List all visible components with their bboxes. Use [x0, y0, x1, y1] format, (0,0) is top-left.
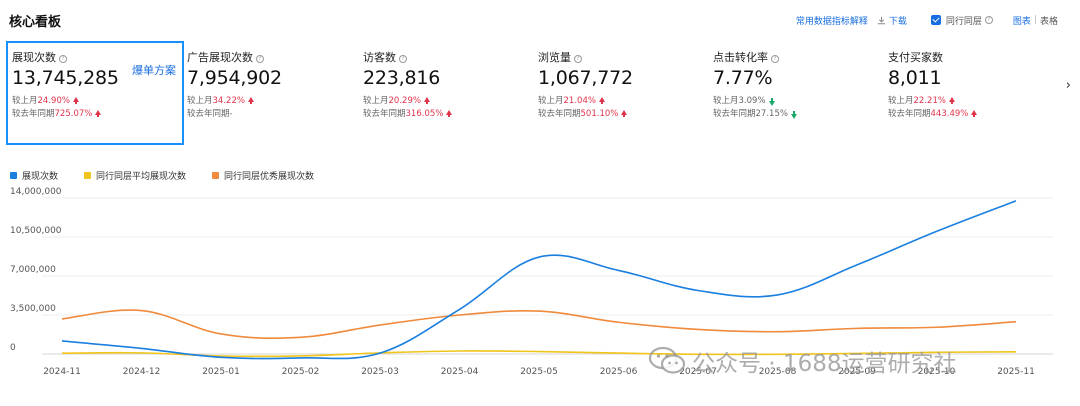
- kpi-value: 7,954,902: [187, 67, 282, 89]
- peer-toggle-label: 同行同层: [945, 16, 982, 27]
- help-icon[interactable]: ?: [984, 16, 993, 24]
- peer-checkbox[interactable]: [930, 15, 941, 25]
- view-table-tab[interactable]: 表格: [1039, 16, 1058, 27]
- boost-plan-link[interactable]: 爆单方案: [132, 64, 176, 77]
- kpi-yoy: 较去年同期316.05%: [363, 107, 529, 119]
- arrow-up-icon: [95, 110, 102, 117]
- trend-line-chart: 0 3,500,000 7,000,000 10,500,000 14,000,000 2…: [10, 187, 1053, 377]
- view-separator: |: [1033, 15, 1037, 25]
- kpi-card-pageviews[interactable]: 浏览量? 1,067,772 较上月21.04% 较去年同期501.10%: [532, 41, 704, 145]
- dashboard-header: 核心看板 常用数据指标解释 下载 同行同层 ? 图表 | 表格: [0, 0, 1080, 38]
- download-icon: [877, 16, 885, 24]
- kpi-label: 展现次数?: [12, 49, 182, 64]
- peer-toggle[interactable]: 同行同层 ?: [930, 14, 993, 27]
- x-tick-label: 2025-09: [838, 367, 876, 377]
- x-tick-label: 2025-11: [997, 367, 1035, 377]
- kpi-label: 点击转化率?: [713, 49, 879, 64]
- help-icon[interactable]: ?: [59, 55, 67, 63]
- series-line: [61, 309, 1017, 340]
- kpi-card-click-conversion[interactable]: 点击转化率? 7.77% 较上月3.09% 较去年同期27.15%: [707, 41, 879, 145]
- chart-legend: 展现次数 同行同层平均展现次数 同行同层优秀展现次数: [10, 169, 340, 182]
- kpi-label: 广告展现次数?: [187, 49, 353, 64]
- kpi-row: 展现次数? 13,745,285 较上月24.90% 较去年同期725.07% …: [0, 38, 1080, 146]
- kpi-label: 支付买家数: [888, 51, 943, 64]
- kpi-value: 8,011: [888, 67, 942, 89]
- legend-item[interactable]: 同行同层平均展现次数: [84, 169, 186, 182]
- y-tick-label: 3,500,000: [10, 304, 56, 314]
- x-tick-label: 2024-11: [43, 367, 81, 377]
- series-line: [61, 200, 1017, 360]
- kpi-mom: 较上月20.29%: [363, 94, 529, 106]
- arrow-up-icon: [598, 97, 605, 104]
- view-chart-tab[interactable]: 图表: [1012, 16, 1031, 27]
- legend-label: 展现次数: [22, 171, 59, 182]
- kpi-yoy: 较去年同期725.07%: [12, 107, 182, 119]
- kpi-mom: 较上月34.22%: [187, 94, 353, 106]
- legend-swatch: [10, 171, 17, 179]
- x-tick-label: 2025-04: [441, 367, 479, 377]
- arrow-up-icon: [72, 97, 79, 104]
- page-title: 核心看板: [9, 15, 62, 30]
- x-tick-label: 2025-03: [361, 367, 399, 377]
- x-tick-label: 2025-08: [759, 367, 797, 377]
- y-tick-label: 0: [10, 343, 16, 353]
- kpi-card-impressions[interactable]: 展现次数? 13,745,285 较上月24.90% 较去年同期725.07% …: [6, 41, 184, 145]
- arrow-down-icon: [790, 111, 797, 119]
- kpi-mom: 较上月24.90%: [12, 94, 182, 106]
- kpi-value: 1,067,772: [538, 67, 633, 89]
- next-arrow-icon[interactable]: ›: [1065, 78, 1071, 93]
- help-icon[interactable]: ?: [399, 55, 407, 63]
- x-tick-label: 2024-12: [123, 367, 161, 377]
- x-tick-label: 2025-05: [520, 367, 558, 377]
- kpi-yoy: 较去年同期27.15%: [713, 107, 879, 119]
- kpi-mom: 较上月22.21%: [888, 94, 1054, 106]
- arrow-down-icon: [768, 98, 775, 106]
- legend-item[interactable]: 展现次数: [10, 169, 58, 182]
- watermark-text: 公众号 · 1688运营研究社: [692, 351, 957, 377]
- kpi-label: 访客数?: [363, 49, 529, 64]
- x-tick-label: 2025-10: [918, 367, 956, 377]
- header-actions: 常用数据指标解释 下载 同行同层 ? 图表 | 表格: [796, 13, 1058, 27]
- download-label: 下载: [888, 16, 907, 27]
- kpi-yoy: 较去年同期-: [187, 109, 233, 119]
- kpi-value: 13,745,285: [12, 67, 119, 89]
- watermark: 公众号 · 1688运营研究社: [648, 344, 956, 378]
- kpi-card-visitors[interactable]: 访客数? 223,816 较上月20.29% 较去年同期316.05%: [357, 41, 529, 145]
- legend-label: 同行同层优秀展现次数: [224, 171, 315, 182]
- legend-swatch: [212, 171, 220, 179]
- kpi-mom: 较上月3.09%: [713, 94, 879, 106]
- x-tick-label: 2025-07: [679, 367, 717, 377]
- kpi-yoy: 较去年同期501.10%: [538, 107, 704, 119]
- y-tick-label: 7,000,000: [10, 265, 56, 275]
- x-tick-label: 2025-01: [202, 367, 240, 377]
- kpi-mom: 较上月21.04%: [538, 94, 704, 106]
- kpi-value: 223,816: [363, 67, 441, 89]
- download-button[interactable]: 下载: [877, 14, 907, 27]
- view-switch: 图表 | 表格: [1013, 14, 1058, 27]
- arrow-up-icon: [971, 110, 978, 117]
- series-line: [61, 350, 1017, 358]
- y-tick-label: 10,500,000: [10, 226, 62, 236]
- arrow-up-icon: [446, 110, 453, 117]
- x-tick-label: 2025-06: [600, 367, 638, 377]
- help-icon[interactable]: ?: [256, 55, 264, 63]
- arrow-up-icon: [621, 110, 628, 117]
- kpi-yoy: 较去年同期443.49%: [888, 107, 1054, 119]
- arrow-up-icon: [948, 97, 955, 104]
- metric-explain-link[interactable]: 常用数据指标解释: [795, 16, 868, 27]
- legend-swatch: [84, 171, 92, 179]
- kpi-value: 7.77%: [713, 67, 773, 89]
- kpi-label: 浏览量?: [538, 49, 704, 64]
- help-icon[interactable]: ?: [771, 55, 779, 63]
- x-tick-label: 2025-02: [282, 367, 320, 377]
- legend-label: 同行同层平均展现次数: [96, 171, 187, 182]
- kpi-card-paying-buyers[interactable]: 支付买家数 8,011 较上月22.21% 较去年同期443.49%: [882, 41, 1054, 145]
- legend-item[interactable]: 同行同层优秀展现次数: [212, 169, 314, 182]
- help-icon[interactable]: ?: [574, 55, 582, 63]
- wechat-icon: [648, 346, 686, 374]
- y-tick-label: 14,000,000: [10, 187, 62, 197]
- arrow-up-icon: [247, 97, 254, 104]
- kpi-card-ad-impressions[interactable]: 广告展现次数? 7,954,902 较上月34.22% 较去年同期-: [181, 41, 353, 145]
- arrow-up-icon: [423, 97, 430, 104]
